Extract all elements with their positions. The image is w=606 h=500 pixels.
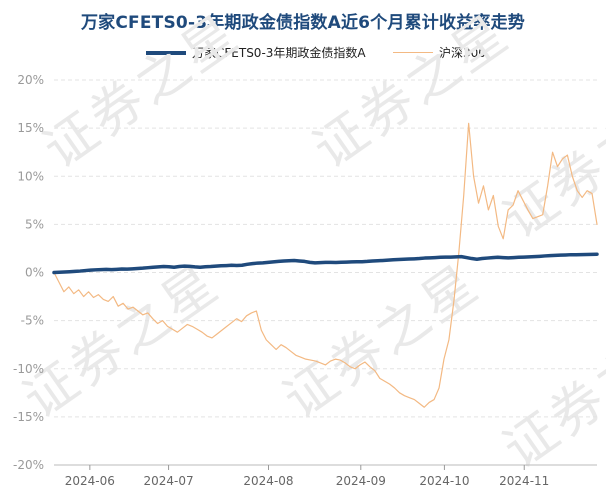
y-tick-label: -5% <box>21 314 44 328</box>
x-axis: 2024-06 2024-07 2024-08 2024-09 2024-10 2024-… <box>54 464 597 488</box>
y-tick-label: -10% <box>13 362 44 376</box>
legend-item-csi300[interactable]: 沪深300 <box>393 44 486 61</box>
y-tick-label: 15% <box>17 121 44 135</box>
series-line-fund <box>52 252 599 275</box>
x-tick-label: 2024-11 <box>499 474 549 488</box>
y-tick-label: 10% <box>17 169 44 183</box>
x-tick-label: 2024-07 <box>144 474 194 488</box>
y-tick-label: 0% <box>25 266 44 280</box>
legend-label-csi300: 沪深300 <box>439 46 486 60</box>
x-tick-label: 2024-09 <box>336 474 386 488</box>
legend-item-fund[interactable]: 万家CFETS0-3年期政金债指数A <box>146 44 366 61</box>
watermark-text: 证券之星 <box>493 303 606 481</box>
chart-title: 万家CFETS0-3年期政金债指数A近6个月累计收益率走势 <box>80 13 526 33</box>
y-tick-label: 20% <box>17 73 44 87</box>
x-tick-label: 2024-06 <box>65 474 115 488</box>
y-tick-label: 5% <box>25 217 44 231</box>
x-tick-label: 2024-08 <box>243 474 293 488</box>
series-line-csi300 <box>53 122 598 408</box>
y-tick-label: -15% <box>13 410 44 424</box>
series-lines <box>52 122 599 408</box>
legend: 万家CFETS0-3年期政金债指数A 沪深300 <box>0 44 606 62</box>
legend-swatch-csi300 <box>393 51 433 54</box>
y-axis: 20% 15% 10% 5% 0% -5% -10% -15% -20% <box>13 73 44 472</box>
watermark-text: 证券之星 <box>273 253 491 431</box>
watermark-text: 证券之星 <box>33 3 251 181</box>
watermark-text: 证券之星 <box>303 3 521 181</box>
x-tick-label: 2024-10 <box>419 474 469 488</box>
legend-label-fund: 万家CFETS0-3年期政金债指数A <box>192 46 366 60</box>
y-tick-label: -20% <box>13 458 44 472</box>
watermark-text: 证券之星 <box>13 253 231 431</box>
legend-swatch-fund <box>146 50 186 55</box>
